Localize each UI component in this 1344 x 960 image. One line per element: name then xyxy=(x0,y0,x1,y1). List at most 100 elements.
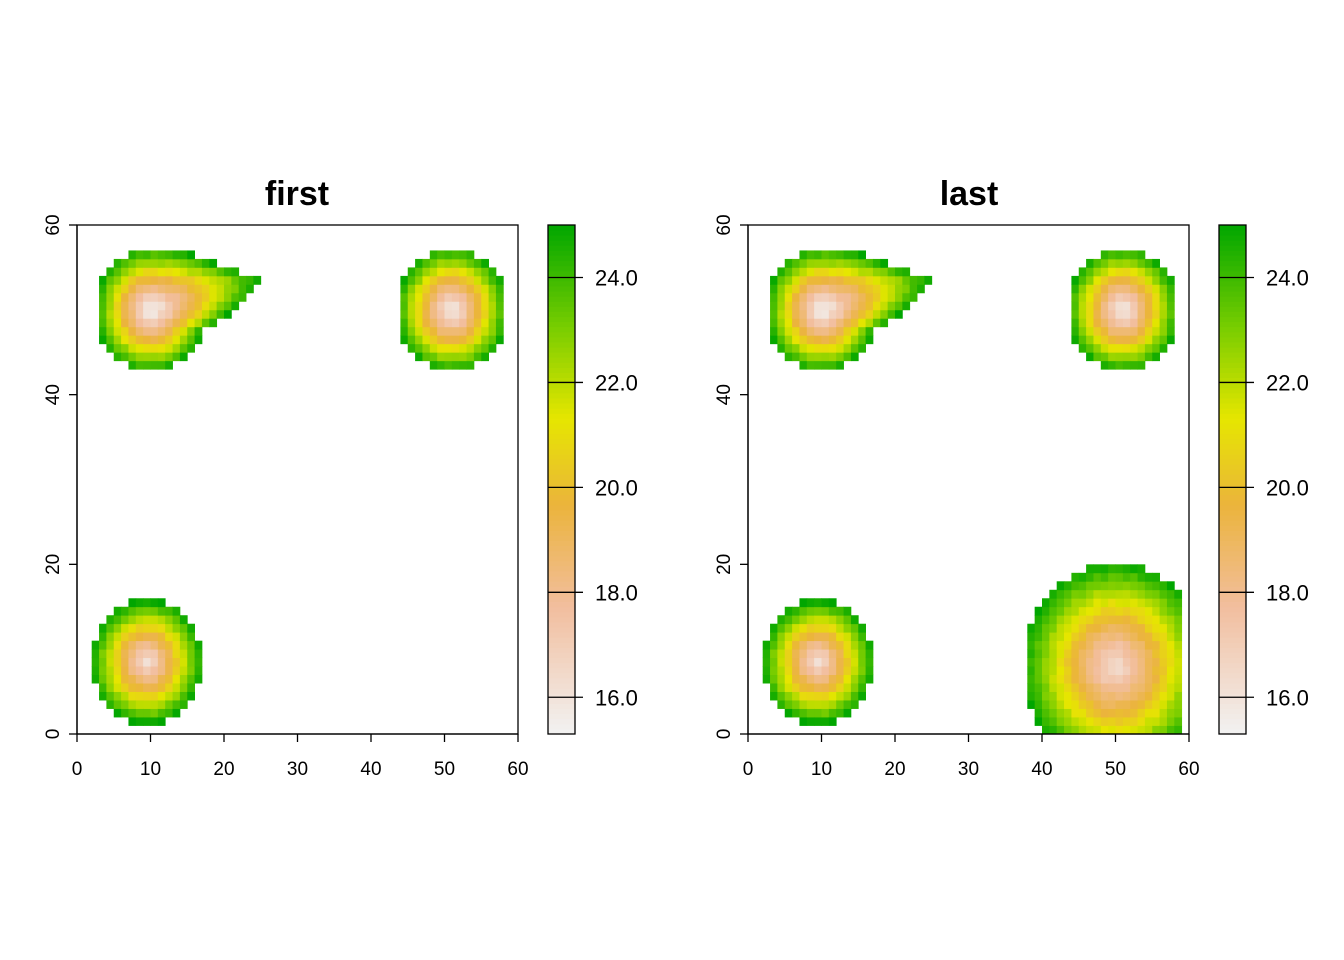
raster-cell xyxy=(858,335,866,345)
raster-cell xyxy=(459,326,467,336)
legend-swatch xyxy=(1219,683,1246,689)
raster-cell xyxy=(1137,606,1146,616)
raster-cell xyxy=(407,335,416,345)
raster-cell xyxy=(121,267,129,277)
legend-swatch xyxy=(548,250,575,256)
raster-cell xyxy=(799,717,808,726)
raster-cell xyxy=(1071,292,1080,302)
raster-cell xyxy=(850,691,859,701)
raster-cell xyxy=(444,360,453,370)
raster-cell xyxy=(165,632,173,642)
legend-swatch xyxy=(1219,459,1246,465)
raster-cell xyxy=(1174,623,1183,633)
raster-cell xyxy=(1115,623,1124,633)
raster-cell xyxy=(1027,649,1036,659)
raster-cell xyxy=(99,683,107,692)
raster-cell xyxy=(821,318,830,328)
legend-swatch xyxy=(548,433,575,440)
raster-cell xyxy=(1071,708,1080,718)
raster-cell xyxy=(814,683,822,692)
raster-cell xyxy=(1100,632,1109,642)
raster-cell xyxy=(143,352,151,362)
raster-cell xyxy=(836,326,844,336)
raster-cell xyxy=(799,657,808,667)
raster-cell xyxy=(1027,674,1036,684)
legend-swatch xyxy=(1219,591,1246,597)
raster-cell xyxy=(1093,343,1102,353)
raster-cell xyxy=(843,258,852,268)
raster-cell xyxy=(437,343,445,353)
raster-cell xyxy=(1086,275,1094,285)
raster-cell xyxy=(814,275,822,285)
legend-swatch xyxy=(1219,286,1246,292)
raster-cell xyxy=(1174,691,1183,701)
raster-cell xyxy=(451,284,460,294)
raster-cell xyxy=(799,335,808,345)
legend-swatch xyxy=(548,713,575,720)
raster-cell xyxy=(157,683,166,692)
raster-cell xyxy=(113,335,122,345)
raster-cell xyxy=(224,275,232,285)
raster-cell xyxy=(872,267,881,277)
raster-cell xyxy=(1144,581,1153,591)
legend-swatch xyxy=(548,245,575,251)
raster-cell xyxy=(792,352,800,362)
raster-cell xyxy=(1166,632,1175,642)
raster-cell xyxy=(1152,258,1160,268)
raster-cell xyxy=(1100,615,1109,625)
raster-cell xyxy=(836,649,844,659)
legend-swatch xyxy=(548,494,575,501)
raster-cell xyxy=(850,657,859,667)
x-tick-label: 30 xyxy=(287,759,308,780)
raster-cell xyxy=(843,335,852,345)
legend-swatch xyxy=(1219,296,1246,302)
raster-cell xyxy=(1071,606,1080,616)
raster-cell xyxy=(473,352,482,362)
legend-swatch xyxy=(548,306,575,312)
raster-cell xyxy=(1166,615,1175,625)
raster-cell xyxy=(1159,284,1168,294)
raster-cell xyxy=(1152,318,1160,328)
raster-cell xyxy=(128,717,137,726)
raster-cell xyxy=(1137,309,1146,319)
raster-cell xyxy=(135,360,144,370)
legend-swatch xyxy=(1219,275,1246,282)
legend-swatch xyxy=(1219,301,1246,307)
raster-cell xyxy=(1100,683,1109,692)
raster-cell xyxy=(1027,657,1036,667)
raster-cell xyxy=(437,258,445,268)
raster-cell xyxy=(821,301,830,311)
raster-cell xyxy=(1049,708,1058,718)
legend-swatch xyxy=(1219,331,1246,338)
raster-cell xyxy=(858,666,866,676)
legend-swatch xyxy=(548,398,575,404)
raster-cell xyxy=(777,343,786,353)
raster-cell xyxy=(481,352,489,362)
raster-cell xyxy=(872,301,881,311)
raster-cell xyxy=(1137,326,1146,336)
raster-cell xyxy=(1130,717,1138,726)
y-tick-label: 0 xyxy=(43,729,64,740)
raster-cell xyxy=(135,250,144,260)
raster-cell xyxy=(121,683,129,692)
raster-cell xyxy=(179,267,188,277)
raster-cell xyxy=(187,683,195,692)
legend-swatch xyxy=(1219,601,1246,608)
raster-cell xyxy=(1086,623,1094,633)
raster-cell xyxy=(429,275,438,285)
raster-cell xyxy=(238,284,247,294)
raster-cell xyxy=(194,275,203,285)
raster-cell xyxy=(1071,615,1080,625)
raster-cell xyxy=(1115,606,1124,616)
raster-cell xyxy=(1064,598,1072,608)
raster-cell xyxy=(1122,691,1131,701)
raster-cell xyxy=(407,267,416,277)
raster-cell xyxy=(400,292,409,302)
raster-cell xyxy=(1027,666,1036,676)
raster-cell xyxy=(1034,640,1043,650)
raster-cell xyxy=(858,275,866,285)
raster-cell xyxy=(135,700,144,709)
raster-cell xyxy=(1078,284,1087,294)
raster-cell xyxy=(150,691,159,701)
raster-cell xyxy=(1166,589,1175,599)
